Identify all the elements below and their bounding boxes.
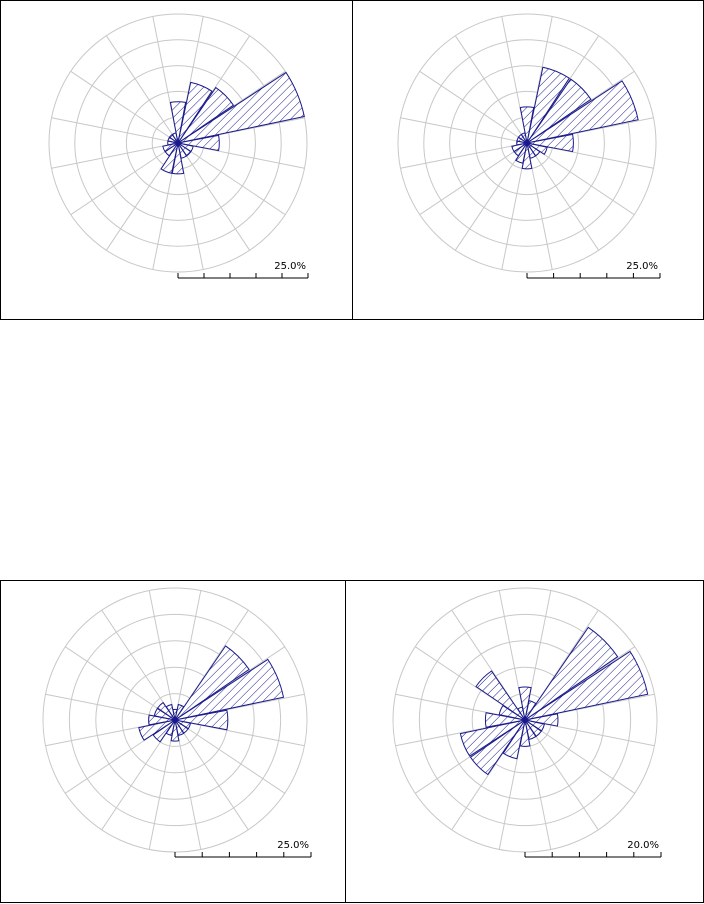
windrose-chart-2: 25.0% [397,13,661,279]
grid-ring-2 [474,90,580,196]
petal-15 [517,706,526,721]
scale-label: 25.0% [626,261,658,272]
petal-13 [153,707,176,721]
grid-spoke-6 [524,719,599,831]
petal-3 [177,71,305,144]
grid-ring-5 [48,13,308,273]
grid-spoke-12 [400,117,528,144]
petal-10 [469,719,526,776]
grid-spoke-11 [51,142,179,169]
scale-label: 20.0% [627,840,659,851]
petal-6 [524,719,542,737]
scale-label: 25.0% [277,840,309,851]
petal-15 [165,703,176,721]
grid-spoke-5 [174,719,286,794]
grid-spoke-14 [105,35,179,144]
petal-4 [526,133,574,153]
petal-15 [171,132,179,144]
windrose-panel-2: 25.0% [352,0,704,320]
grid-spoke-14 [101,609,176,721]
windrose-chart-4: 20.0% [392,587,662,858]
grid-spoke-5 [526,142,635,216]
petal-9 [502,719,526,760]
grid-ring-4 [418,613,632,827]
petal-5 [524,719,545,732]
grid-spoke-12 [51,117,179,144]
grid-spoke-7 [174,719,202,850]
grid-spoke-5 [177,142,286,216]
petal-3 [524,650,649,721]
grid-spoke-9 [454,142,528,251]
petal-14 [475,670,526,721]
petal-2 [177,86,235,144]
grid-spoke-6 [177,142,251,251]
petal-1 [526,66,570,144]
petal-8 [521,142,533,170]
grid-ring-3 [445,640,605,800]
petal-0 [169,101,187,144]
grid-ring-5 [397,13,657,273]
grid-ring-2 [471,666,579,774]
grid-ring-4 [74,39,282,247]
petal-10 [152,719,176,743]
petal-9 [515,142,528,164]
scale-label: 25.0% [274,261,306,272]
petal-11 [511,142,528,153]
petal-2 [524,626,619,721]
grid-spoke-8 [148,719,176,850]
petal-4 [177,134,220,152]
grid-spoke-13 [419,70,528,144]
petal-0 [519,106,535,144]
petal-11 [138,719,176,741]
grid-spoke-5 [524,719,636,794]
grid-spoke-10 [419,142,528,216]
petal-13 [498,704,526,721]
grid-spoke-0 [174,590,202,721]
windrose-chart-1: 25.0% [48,13,309,279]
petal-2 [526,78,592,144]
grid-ring-4 [68,613,282,827]
grid-spoke-15 [148,590,176,721]
grid-spoke-11 [400,142,528,169]
grid-ring-3 [95,640,255,800]
petal-11 [459,719,526,757]
grid-ring-3 [449,65,605,221]
grid-spoke-6 [174,719,249,831]
petal-3 [526,80,639,144]
petal-4 [174,709,229,731]
grid-spoke-13 [64,646,176,721]
windrose-panel-3: 25.0% [0,580,346,903]
windrose-panel-4: 20.0% [345,580,704,903]
grid-ring-4 [423,39,631,247]
petal-0 [518,686,532,721]
petal-8 [171,142,185,175]
petal-9 [160,142,179,174]
petal-12 [484,712,526,728]
grid-spoke-10 [70,142,179,216]
petal-2 [174,645,250,721]
windrose-panel-1: 25.0% [0,0,353,320]
grid-spoke-13 [70,70,179,144]
grid-ring-3 [100,65,256,221]
petal-15 [520,132,528,144]
petal-4 [524,713,559,727]
grid-spoke-6 [526,142,600,251]
petal-5 [526,142,548,155]
petal-14 [156,701,176,721]
petal-3 [174,658,285,721]
windrose-chart-3: 25.0% [42,587,312,858]
grid-spoke-14 [454,35,528,144]
petal-8 [170,719,180,742]
petal-11 [162,142,179,153]
grid-ring-2 [125,90,231,196]
petal-12 [148,714,176,726]
petal-1 [177,81,213,144]
